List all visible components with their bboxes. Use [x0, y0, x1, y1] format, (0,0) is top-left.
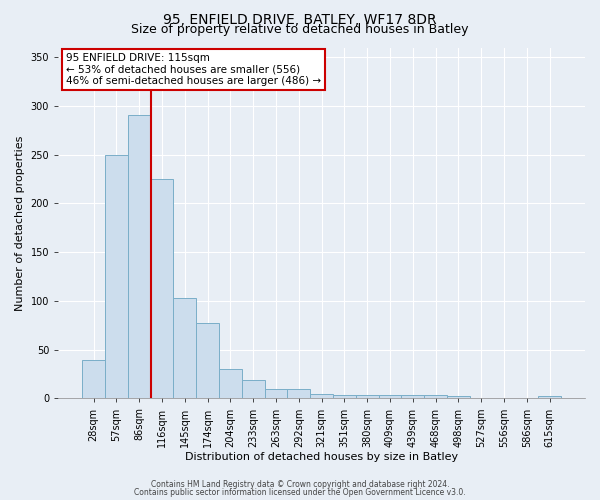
Y-axis label: Number of detached properties: Number of detached properties: [15, 136, 25, 310]
Text: 95, ENFIELD DRIVE, BATLEY, WF17 8DR: 95, ENFIELD DRIVE, BATLEY, WF17 8DR: [163, 12, 437, 26]
Bar: [265, 388, 287, 398]
Bar: [82, 360, 105, 399]
Bar: [356, 394, 379, 398]
X-axis label: Distribution of detached houses by size in Batley: Distribution of detached houses by size …: [185, 452, 458, 462]
Bar: [128, 115, 151, 399]
Bar: [310, 394, 333, 398]
Bar: [105, 154, 128, 398]
Bar: [196, 324, 219, 398]
Text: Size of property relative to detached houses in Batley: Size of property relative to detached ho…: [131, 22, 469, 36]
Bar: [333, 394, 356, 398]
Bar: [151, 179, 173, 398]
Text: 95 ENFIELD DRIVE: 115sqm
← 53% of detached houses are smaller (556)
46% of semi-: 95 ENFIELD DRIVE: 115sqm ← 53% of detach…: [66, 53, 321, 86]
Bar: [219, 369, 242, 398]
Bar: [401, 396, 424, 398]
Bar: [424, 396, 447, 398]
Bar: [242, 380, 265, 398]
Bar: [173, 298, 196, 398]
Bar: [447, 396, 470, 398]
Bar: [538, 396, 561, 398]
Bar: [287, 388, 310, 398]
Text: Contains HM Land Registry data © Crown copyright and database right 2024.: Contains HM Land Registry data © Crown c…: [151, 480, 449, 489]
Text: Contains public sector information licensed under the Open Government Licence v3: Contains public sector information licen…: [134, 488, 466, 497]
Bar: [379, 396, 401, 398]
